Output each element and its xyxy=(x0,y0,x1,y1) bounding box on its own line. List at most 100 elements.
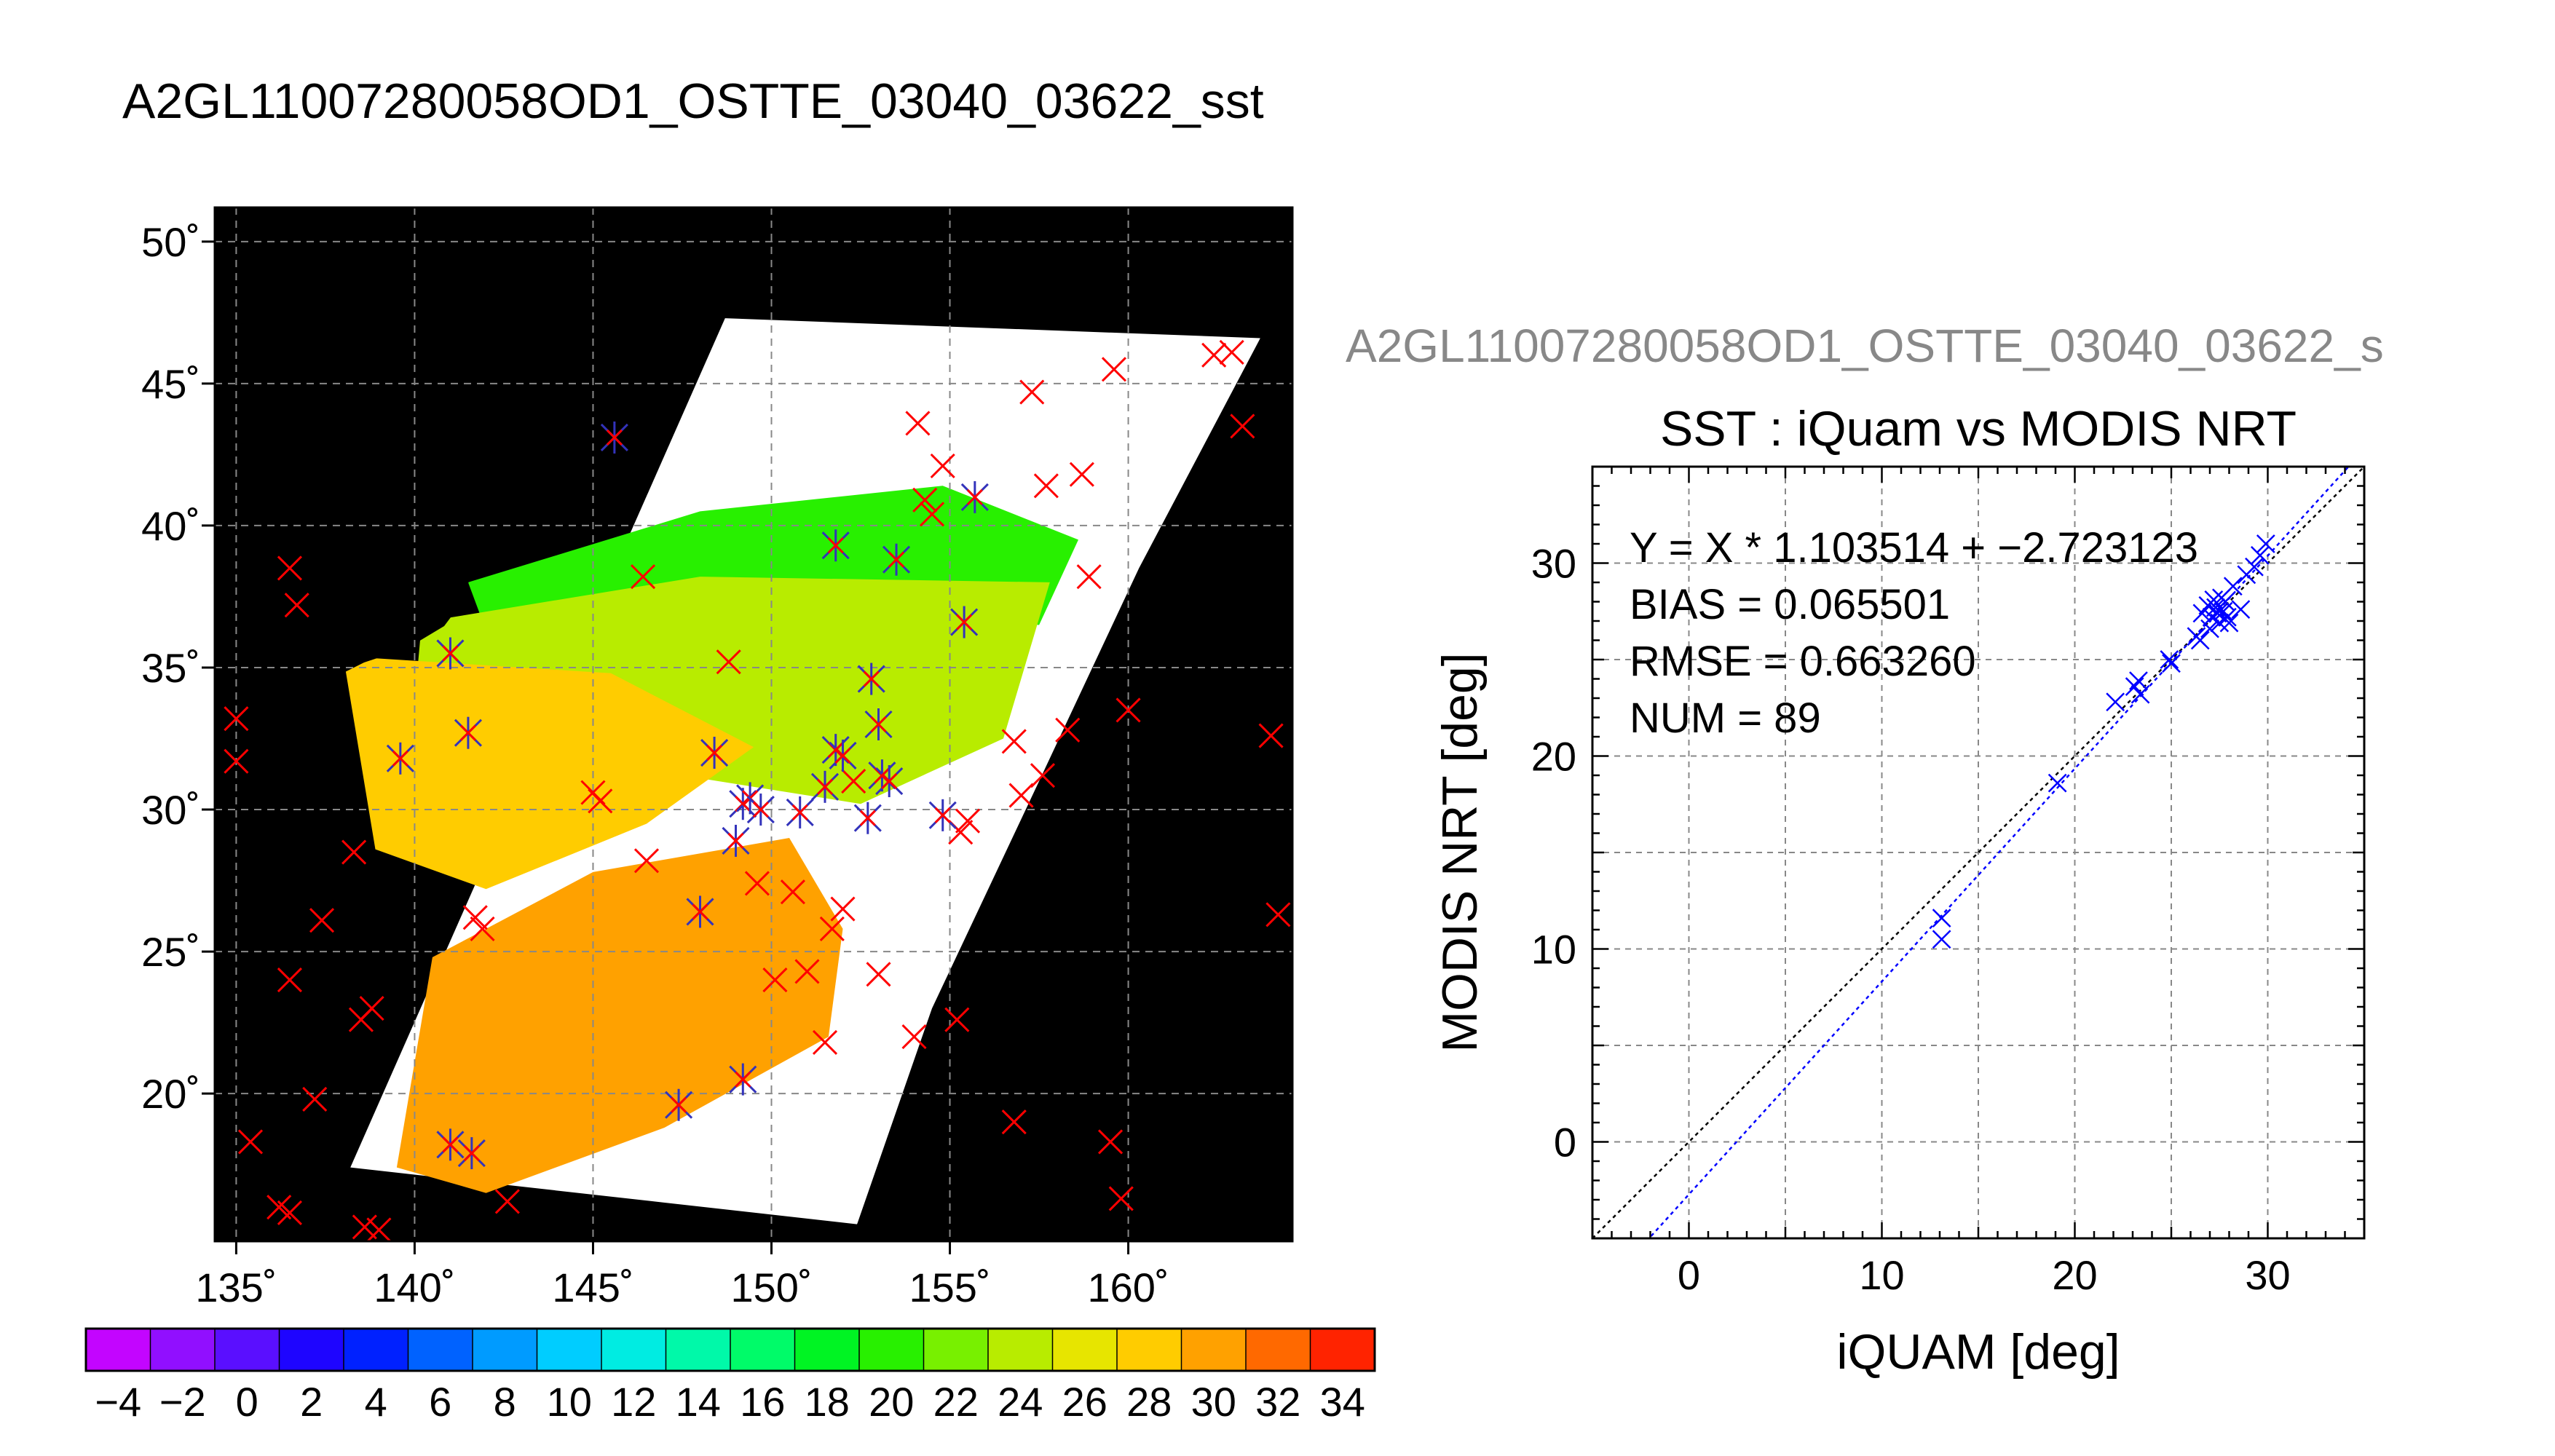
map-xtick-label-0: 135˚ xyxy=(195,1265,277,1310)
colorbar-segment-4 xyxy=(344,1329,408,1371)
matchup-used-marker-22 xyxy=(882,543,911,576)
matchup-marker-45 xyxy=(1019,379,1045,405)
colorbar-segment-11 xyxy=(794,1329,860,1371)
scatter-ytick-label-1: 10 xyxy=(1531,927,1576,973)
matchup-used-inner-26 xyxy=(956,614,973,630)
matchup-marker-14 xyxy=(366,1217,392,1243)
matchup-used-inner-24 xyxy=(859,810,876,826)
matchup-marker-47 xyxy=(1069,462,1094,487)
matchup-used-inner-19 xyxy=(863,670,880,687)
matchup-used-inner-5 xyxy=(606,429,623,446)
matchup-marker-26 xyxy=(794,959,820,984)
map-xtick-label-2: 145˚ xyxy=(552,1265,633,1310)
colorbar-segment-1 xyxy=(150,1329,216,1371)
matchup-marker-10 xyxy=(237,1129,264,1155)
main-title: A2GL11007280058OD1_OSTTE_03040_03622_sst xyxy=(122,74,1264,129)
matchup-marker-33 xyxy=(912,487,938,513)
matchup-used-inner-18 xyxy=(827,537,844,554)
matchup-used-marker-14 xyxy=(786,796,814,828)
scatter-xtick-label-0: 0 xyxy=(1678,1252,1700,1298)
sst-region-2 xyxy=(343,656,754,890)
hokkaido-land xyxy=(393,240,597,473)
scatter-point-7 xyxy=(2160,650,2179,669)
matchup-marker-36 xyxy=(905,411,931,436)
scatter-points xyxy=(1932,534,2275,949)
scatter-ytick-label-3: 30 xyxy=(1531,541,1576,587)
matchup-marker-28 xyxy=(819,916,845,941)
colorbar-tick-label-6: 8 xyxy=(494,1379,516,1425)
scatter-point-3 xyxy=(2106,692,2125,712)
matchup-marker-19 xyxy=(588,788,613,814)
matchup-marker-17 xyxy=(494,1189,520,1214)
matchup-marker-48 xyxy=(1076,564,1102,590)
map-xtick-label-5: 160˚ xyxy=(1088,1265,1169,1310)
scatter-ytick-label-2: 20 xyxy=(1531,734,1576,780)
matchup-used-marker-1 xyxy=(386,742,414,775)
scatter-grid xyxy=(1592,467,2364,1238)
colorbar-tick-label-14: 24 xyxy=(998,1379,1043,1425)
matchup-used-marker-5 xyxy=(600,421,628,454)
matchup-used-marker-17 xyxy=(829,739,857,772)
colorbar-tick-label-11: 18 xyxy=(805,1379,850,1425)
map-frame xyxy=(213,206,1294,1243)
colorbar-tick-label-9: 14 xyxy=(676,1379,721,1425)
matchup-used-inner-13 xyxy=(752,801,769,818)
colorbar-tick-label-1: −2 xyxy=(159,1379,206,1425)
matchup-used-inner-0 xyxy=(442,645,459,662)
colorbar-segment-9 xyxy=(666,1329,731,1371)
matchup-used-marker-19 xyxy=(857,662,885,695)
matchup-used-marker-7 xyxy=(686,895,714,928)
scatter-point-0 xyxy=(1932,909,1951,927)
scatter-point-2 xyxy=(2047,773,2067,793)
matchup-marker-29 xyxy=(830,896,856,922)
matchup-marker-43 xyxy=(1030,763,1056,788)
colorbar-tick-label-15: 26 xyxy=(1062,1379,1107,1425)
map-xtick-label-1: 140˚ xyxy=(374,1265,455,1310)
scatter-point-10 xyxy=(2190,630,2210,650)
matchup-used-inner-8 xyxy=(706,744,723,761)
matchup-used-marker-15 xyxy=(810,770,840,803)
matchup-marker-51 xyxy=(1108,1186,1134,1211)
matchup-marker-3 xyxy=(284,593,309,618)
colorbar-segment-12 xyxy=(859,1329,924,1371)
matchup-marker-8 xyxy=(359,996,384,1021)
colorbar-segment-15 xyxy=(1052,1329,1118,1371)
scatter-point-4 xyxy=(2125,677,2144,696)
colorbar-segment-10 xyxy=(730,1329,795,1371)
map-panel: 135˚ 140˚ 145˚ 150˚ 155˚ 160˚ 20˚ 25˚ 30˚ 35˚ 40˚ 4… xyxy=(141,206,1294,1310)
matchup-used-marker-24 xyxy=(853,802,882,834)
colorbar-segment-2 xyxy=(215,1329,280,1371)
matchup-used-inner-2 xyxy=(459,724,477,741)
matchup-used-marker-2 xyxy=(454,716,483,749)
scatter-stats: Y = X * 1.103514 + −2.723123 BIAS = 0.065… xyxy=(1630,524,2198,742)
scatter-ytick-label-0: 0 xyxy=(1554,1120,1576,1166)
matchup-used-marker-11 xyxy=(722,824,750,857)
map-ytick-label-2: 30˚ xyxy=(141,787,200,833)
matchup-used-inner-15 xyxy=(816,778,834,795)
scatter-stat-2: RMSE = 0.663260 xyxy=(1630,638,1976,685)
scatter-point-28 xyxy=(2251,546,2270,565)
matchup-marker-24 xyxy=(762,968,788,993)
sst-region-3 xyxy=(396,838,843,1193)
matchup-used-marker-8 xyxy=(700,737,729,769)
map-xtick-label-3: 150˚ xyxy=(730,1265,812,1310)
colorbar-segment-14 xyxy=(988,1329,1053,1371)
map-ytick-label-5: 45˚ xyxy=(141,361,200,407)
matchup-marker-30 xyxy=(841,768,866,794)
colorbar-segment-16 xyxy=(1117,1329,1182,1371)
matchup-used-marker-23 xyxy=(875,765,904,798)
matchup-marker-42 xyxy=(1008,783,1034,808)
matchup-marker-35 xyxy=(930,453,955,479)
scatter-subtitle: A2GL11007280058OD1_OSTTE_03040_03622_s xyxy=(1346,320,2384,372)
matchup-used-inner-27 xyxy=(966,488,983,505)
matchup-used-inner-6 xyxy=(671,1096,687,1113)
matchup-used-marker-26 xyxy=(950,606,979,638)
scatter-point-22 xyxy=(2217,607,2237,627)
colorbar-tick-label-3: 2 xyxy=(300,1379,323,1425)
matchup-used-marker-20 xyxy=(864,708,893,740)
matchup-marker-21 xyxy=(633,848,660,874)
matchup-marker-49 xyxy=(1098,1129,1124,1155)
scatter-point-1 xyxy=(1932,930,1951,949)
scatter-point-24 xyxy=(2223,577,2243,596)
